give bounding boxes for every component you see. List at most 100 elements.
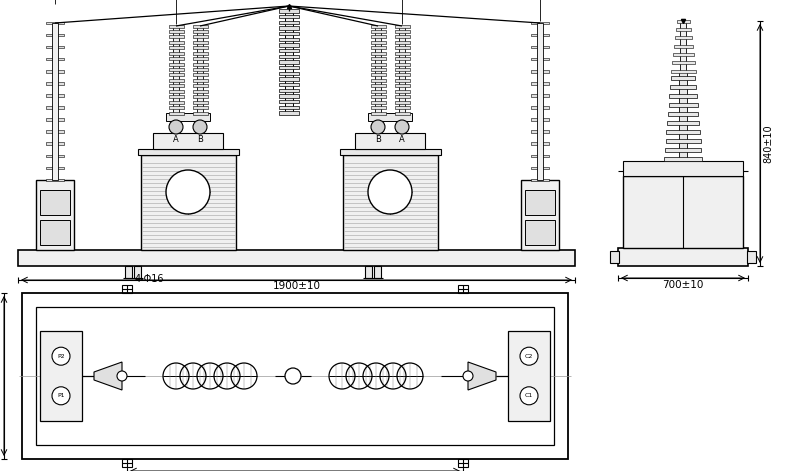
Bar — [675, 28, 690, 31]
Bar — [46, 118, 64, 121]
Bar — [370, 41, 386, 44]
Bar — [193, 35, 207, 38]
Bar — [279, 111, 299, 115]
Bar — [122, 285, 132, 293]
Bar — [394, 95, 410, 98]
Circle shape — [368, 170, 412, 214]
Bar — [508, 331, 550, 421]
Bar — [531, 46, 549, 49]
Bar — [339, 149, 441, 155]
Bar — [36, 180, 74, 250]
Bar — [193, 112, 207, 114]
Bar — [279, 43, 299, 47]
Text: A: A — [399, 136, 405, 145]
Bar — [394, 35, 410, 38]
Bar — [671, 61, 694, 64]
Bar — [40, 190, 70, 215]
Polygon shape — [94, 362, 122, 390]
Bar — [370, 35, 386, 38]
Bar — [670, 75, 695, 80]
Bar — [670, 70, 695, 73]
Bar — [394, 68, 410, 71]
Bar — [394, 46, 410, 49]
Bar — [169, 84, 183, 87]
Bar — [531, 82, 549, 85]
Bar — [370, 90, 386, 93]
Bar — [394, 30, 410, 33]
Bar — [531, 34, 549, 36]
Text: P1: P1 — [58, 393, 65, 398]
Text: 1900±10: 1900±10 — [273, 281, 321, 291]
Bar — [279, 9, 299, 13]
Bar — [169, 52, 183, 55]
Bar — [153, 133, 223, 149]
Bar — [394, 79, 410, 82]
Bar — [521, 180, 559, 250]
Bar — [125, 266, 132, 278]
Bar — [193, 24, 207, 27]
Bar — [193, 52, 207, 55]
Bar — [18, 250, 575, 266]
Bar — [279, 100, 299, 104]
Bar — [46, 58, 64, 60]
Bar — [531, 154, 549, 157]
Bar — [46, 142, 64, 145]
Text: 840±10: 840±10 — [763, 124, 773, 163]
Bar — [169, 57, 183, 60]
Bar — [370, 79, 386, 82]
Bar — [279, 15, 299, 18]
Bar — [169, 24, 183, 27]
Bar — [394, 112, 410, 114]
Circle shape — [395, 120, 409, 134]
Bar — [285, 11, 293, 113]
Circle shape — [166, 170, 210, 214]
Bar — [193, 57, 207, 60]
Bar — [193, 84, 207, 87]
Text: P2: P2 — [57, 354, 65, 359]
Bar — [138, 149, 238, 155]
Bar — [368, 113, 412, 121]
Bar — [531, 179, 549, 181]
Bar — [279, 60, 299, 64]
Bar — [618, 248, 748, 266]
Bar — [679, 71, 687, 161]
Bar — [673, 53, 694, 56]
Bar — [664, 156, 702, 161]
Bar — [370, 46, 386, 49]
Bar — [370, 68, 386, 71]
Circle shape — [520, 387, 538, 405]
Bar — [193, 41, 207, 44]
Bar — [374, 266, 381, 278]
Bar — [680, 21, 686, 71]
Bar — [399, 26, 405, 113]
Bar — [169, 95, 183, 98]
Text: B: B — [375, 136, 381, 145]
Bar — [22, 293, 568, 459]
Bar — [279, 89, 299, 92]
Bar — [370, 63, 386, 65]
Bar — [193, 30, 207, 33]
Bar — [279, 94, 299, 98]
Bar — [394, 90, 410, 93]
Circle shape — [520, 347, 538, 365]
Bar — [193, 73, 207, 76]
Bar — [531, 142, 549, 145]
Text: 700±10: 700±10 — [662, 280, 704, 290]
Bar — [623, 161, 743, 176]
Bar — [665, 147, 702, 152]
Bar — [279, 72, 299, 75]
Bar — [169, 68, 183, 71]
Bar — [46, 46, 64, 49]
Bar — [279, 77, 299, 81]
Bar — [394, 57, 410, 60]
Polygon shape — [468, 362, 496, 390]
Bar — [279, 49, 299, 52]
Bar — [122, 459, 132, 467]
Bar — [747, 251, 756, 263]
Bar — [173, 26, 179, 113]
Bar — [394, 41, 410, 44]
Bar — [370, 106, 386, 109]
Bar — [46, 167, 64, 169]
Bar — [370, 24, 386, 27]
Bar — [537, 23, 543, 180]
